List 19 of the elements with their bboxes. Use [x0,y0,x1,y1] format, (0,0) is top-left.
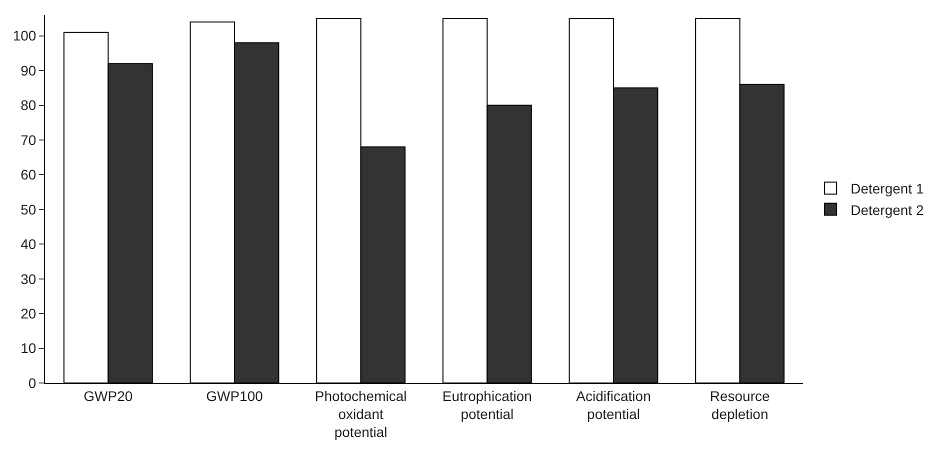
y-tick-label: 0 [28,374,36,391]
y-tick-label: 50 [20,201,36,218]
x-tick-label: Photochemical oxidant potential [314,388,407,440]
y-tick-label: 60 [20,166,36,183]
y-tick-label: 70 [20,132,36,148]
y-tick-label: 90 [20,62,36,78]
x-tick-label: GWP100 [206,388,264,404]
x-tick-label: Eutrophication potential [442,388,532,422]
y-tick-label: 30 [20,270,36,287]
x-tick-label: GWP20 [84,388,133,404]
legend-label: Detergent 1 [850,180,924,197]
y-tick-label: 100 [12,28,36,44]
y-tick-label: 10 [20,340,36,356]
y-tick-label: 40 [20,236,36,252]
y-tick-label: 20 [20,305,36,322]
x-tick-label: Acidification potential [576,388,651,422]
x-tick-label: Resource depletion [710,388,770,422]
y-tick-label: 80 [20,97,36,114]
legend-label: Detergent 2 [850,202,924,218]
